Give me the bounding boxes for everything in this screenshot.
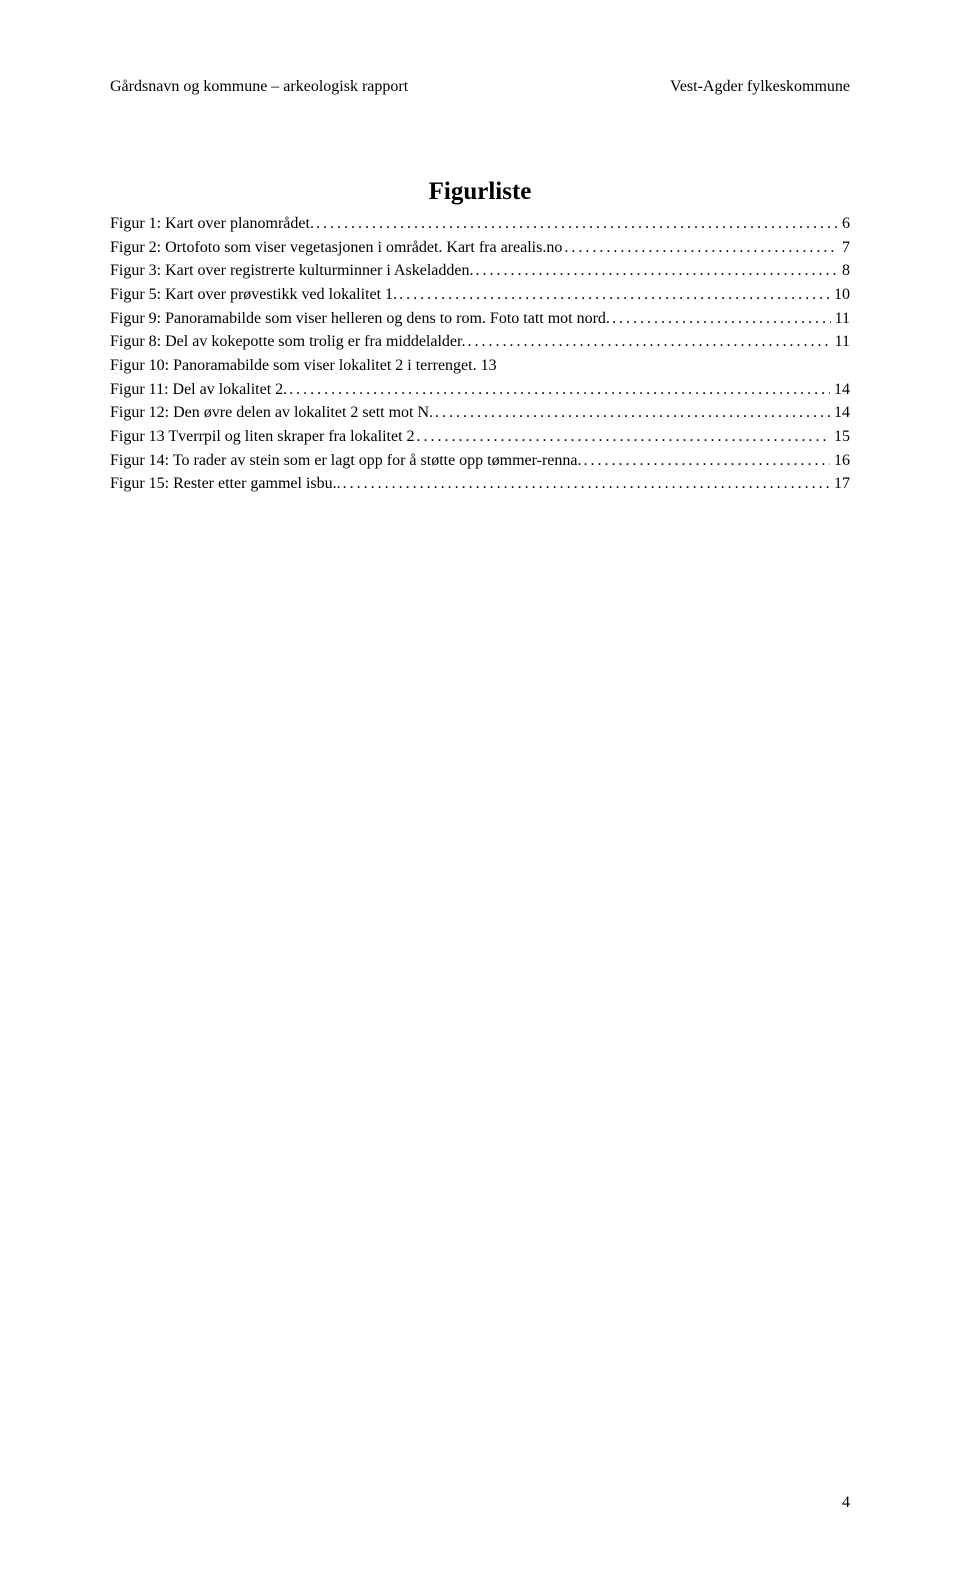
toc-entry-text: Figur 5: Kart over prøvestikk ved lokali… [110,283,397,307]
toc-entry: Figur 14: To rader av stein som er lagt … [110,449,850,473]
figure-list-title: Figurliste [110,178,850,206]
toc-entry: Figur 13 Tverrpil og liten skraper fra l… [110,425,850,449]
toc-entry-page: 8 [838,259,850,283]
toc-entry: Figur 5: Kart over prøvestikk ved lokali… [110,283,850,307]
toc-entry: Figur 2: Ortofoto som viser vegetasjonen… [110,236,850,260]
page-number: 4 [842,1494,850,1512]
toc-entry-page: 10 [830,283,850,307]
toc-entry-text: Figur 15: Rester etter gammel isbu.. [110,472,341,496]
toc-leader-dots [415,425,830,449]
toc-leader-dots [473,259,838,283]
figure-list: Figur 1: Kart over planområdet. 6 Figur 2:… [110,212,850,496]
toc-entry: Figur 8: Del av kokepotte som trolig er … [110,330,850,354]
toc-entry: Figur 10: Panoramabilde som viser lokali… [110,354,850,378]
toc-entry-page: 14 [830,401,850,425]
toc-entry-text: Figur 1: Kart over planområdet. [110,212,314,236]
toc-leader-dots [610,307,831,331]
toc-leader-dots [433,401,830,425]
toc-entry-page: 11 [831,307,850,331]
toc-leader-dots [287,378,830,402]
toc-leader-dots [581,449,830,473]
toc-entry: Figur 1: Kart over planområdet. 6 [110,212,850,236]
toc-leader-dots [465,330,830,354]
toc-leader-dots [314,212,838,236]
toc-entry-text: Figur 14: To rader av stein som er lagt … [110,449,581,473]
toc-entry: Figur 11: Del av lokalitet 2. 14 [110,378,850,402]
toc-leader-dots [397,283,830,307]
toc-entry: Figur 15: Rester etter gammel isbu.. 17 [110,472,850,496]
header-left: Gårdsnavn og kommune – arkeologisk rappo… [110,78,408,96]
toc-entry-page: 17 [830,472,850,496]
toc-entry-page: 11 [831,330,850,354]
toc-entry: Figur 12: Den øvre delen av lokalitet 2 … [110,401,850,425]
toc-entry-page: 16 [830,449,850,473]
toc-entry-text: Figur 12: Den øvre delen av lokalitet 2 … [110,401,433,425]
toc-entry-page: 14 [830,378,850,402]
toc-entry-page: 15 [830,425,850,449]
toc-entry-text: Figur 3: Kart over registrerte kulturmin… [110,259,473,283]
toc-leader-dots [341,472,830,496]
toc-entry-text: Figur 2: Ortofoto som viser vegetasjonen… [110,236,562,260]
toc-entry: Figur 9: Panoramabilde som viser hellere… [110,307,850,331]
toc-entry-text: Figur 11: Del av lokalitet 2. [110,378,287,402]
toc-entry-text: Figur 9: Panoramabilde som viser hellere… [110,307,610,331]
document-page: Gårdsnavn og kommune – arkeologisk rappo… [0,0,960,496]
toc-entry-page: 7 [838,236,850,260]
toc-entry: Figur 3: Kart over registrerte kulturmin… [110,259,850,283]
toc-leader-dots [562,236,838,260]
toc-entry-text: Figur 13 Tverrpil og liten skraper fra l… [110,425,415,449]
toc-entry-page: 6 [838,212,850,236]
toc-entry-text: Figur 10: Panoramabilde som viser lokali… [110,354,497,378]
toc-entry-text: Figur 8: Del av kokepotte som trolig er … [110,330,465,354]
page-header: Gårdsnavn og kommune – arkeologisk rappo… [110,78,850,96]
header-right: Vest-Agder fylkeskommune [670,78,850,96]
